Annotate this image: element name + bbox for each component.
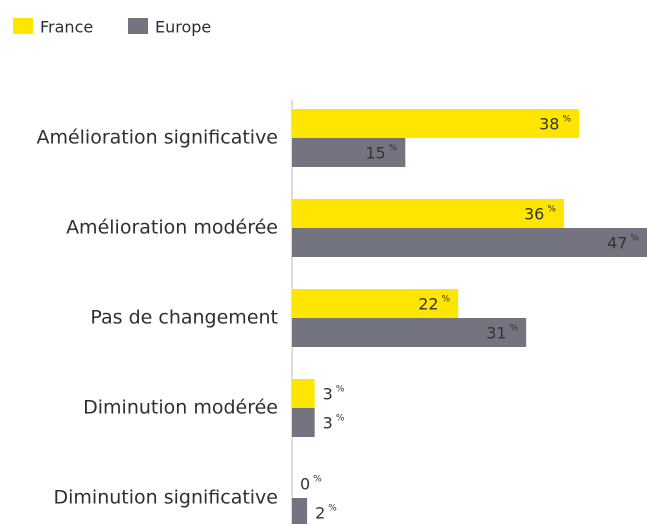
bar xyxy=(292,199,564,228)
bar xyxy=(292,228,647,257)
category-label: Amélioration significative xyxy=(36,127,278,149)
value-label: 2% xyxy=(315,503,337,522)
category-label: Amélioration modérée xyxy=(66,217,278,239)
value-label: 0% xyxy=(300,474,322,493)
value-label: 22% xyxy=(418,294,450,313)
category-label: Pas de changement xyxy=(90,307,278,329)
legend-swatch xyxy=(128,18,148,34)
legend-swatch xyxy=(13,18,33,34)
value-label: 38% xyxy=(539,114,571,133)
legend-label: France xyxy=(40,18,93,37)
bar xyxy=(292,289,459,318)
value-label: 47% xyxy=(607,233,639,252)
bar xyxy=(292,109,580,138)
bar xyxy=(292,379,315,408)
value-label: 31% xyxy=(486,323,518,342)
value-label: 3% xyxy=(323,384,345,403)
bar xyxy=(292,408,315,437)
bar xyxy=(292,138,406,167)
category-label: Diminution modérée xyxy=(83,397,278,419)
category-label: Diminution significative xyxy=(54,487,279,509)
bar xyxy=(292,318,527,347)
bar xyxy=(292,498,308,524)
value-label: 36% xyxy=(524,204,556,223)
value-label: 15% xyxy=(365,143,397,162)
legend-label: Europe xyxy=(155,18,211,37)
value-label: 3% xyxy=(323,413,345,432)
